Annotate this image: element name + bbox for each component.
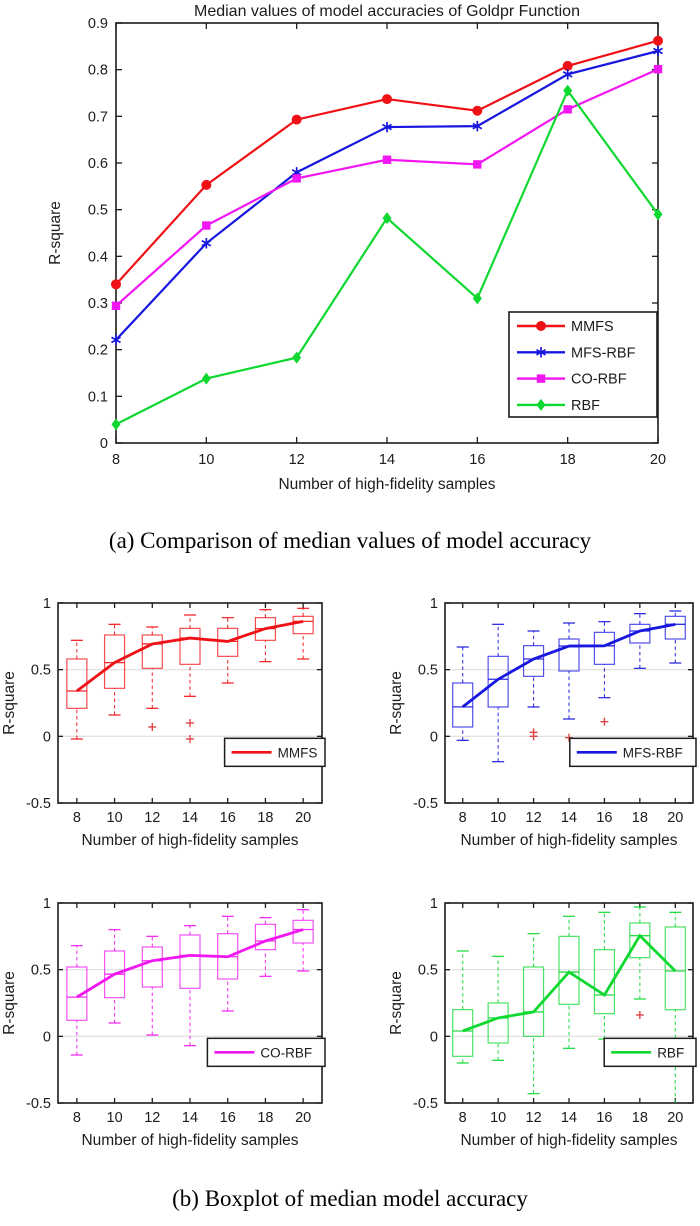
svg-text:1: 1 — [430, 896, 438, 912]
svg-text:-0.5: -0.5 — [26, 1096, 51, 1112]
svg-text:14: 14 — [379, 452, 395, 468]
svg-text:18: 18 — [632, 1110, 648, 1126]
svg-text:0.5: 0.5 — [31, 963, 51, 979]
svg-text:20: 20 — [667, 810, 683, 826]
svg-text:1: 1 — [43, 896, 51, 912]
svg-text:RBF: RBF — [657, 1045, 684, 1060]
boxplot-co-rbf-panel: 8 10 12 14 16 18 20 -0.5 0 0.5 1 Number of high-fid… — [1, 896, 326, 1149]
svg-text:0: 0 — [430, 729, 438, 745]
caption-b: (b) Boxplot of median model accuracy — [172, 1186, 528, 1211]
svg-text:12: 12 — [526, 810, 542, 826]
svg-text:20: 20 — [650, 452, 666, 468]
svg-text:0: 0 — [430, 1029, 438, 1045]
svg-text:8: 8 — [459, 810, 467, 826]
svg-text:0.2: 0.2 — [88, 343, 108, 359]
svg-text:10: 10 — [107, 1110, 123, 1126]
boxplot-mmfs-panel: 8 10 12 14 16 18 20 -0.5 0 0.5 1 Number of high-fid… — [1, 596, 326, 849]
svg-text:Median values of model accurac: Median values of model accuracies of Gol… — [194, 3, 580, 20]
svg-text:0.3: 0.3 — [88, 296, 108, 312]
svg-text:Number of high-fidelity sample: Number of high-fidelity samples — [460, 832, 677, 849]
svg-text:MMFS: MMFS — [571, 319, 614, 335]
svg-text:R-square: R-square — [1, 671, 18, 735]
svg-text:CO-RBF: CO-RBF — [571, 372, 627, 388]
svg-text:12: 12 — [144, 1110, 160, 1126]
median-line-chart: 8 10 12 14 16 18 20 0 0.1 0.2 0.3 0.4 0.5 0.6 0.7 0.8 0.… — [47, 3, 666, 493]
svg-text:0: 0 — [43, 1029, 51, 1045]
svg-text:1: 1 — [430, 596, 438, 612]
svg-text:RBF: RBF — [571, 398, 600, 414]
svg-text:0.5: 0.5 — [418, 663, 438, 679]
svg-text:-0.5: -0.5 — [413, 1096, 438, 1112]
svg-text:0: 0 — [43, 729, 51, 745]
svg-text:16: 16 — [596, 810, 612, 826]
svg-text:MMFS: MMFS — [278, 745, 318, 760]
svg-text:0.5: 0.5 — [418, 963, 438, 979]
svg-text:16: 16 — [469, 452, 485, 468]
svg-text:0.4: 0.4 — [88, 249, 108, 265]
svg-text:10: 10 — [490, 810, 506, 826]
svg-text:12: 12 — [144, 810, 160, 826]
svg-text:16: 16 — [220, 1110, 236, 1126]
svg-text:20: 20 — [667, 1110, 683, 1126]
svg-text:8: 8 — [112, 452, 120, 468]
svg-text:18: 18 — [257, 810, 273, 826]
svg-text:8: 8 — [73, 1110, 81, 1126]
svg-text:16: 16 — [596, 1110, 612, 1126]
svg-text:18: 18 — [560, 452, 576, 468]
svg-text:14: 14 — [561, 1110, 577, 1126]
svg-text:-0.5: -0.5 — [26, 796, 51, 812]
svg-text:8: 8 — [459, 1110, 467, 1126]
svg-text:0.9: 0.9 — [88, 16, 108, 32]
svg-text:Number of high-fidelity sample: Number of high-fidelity samples — [460, 1132, 677, 1149]
svg-text:10: 10 — [107, 810, 123, 826]
svg-text:20: 20 — [295, 810, 311, 826]
svg-text:R-square: R-square — [388, 671, 405, 735]
svg-text:R-square: R-square — [1, 971, 18, 1035]
svg-text:14: 14 — [182, 810, 198, 826]
svg-text:0.6: 0.6 — [88, 156, 108, 172]
svg-text:R-square: R-square — [47, 201, 64, 265]
svg-text:R-square: R-square — [388, 971, 405, 1035]
svg-text:0.1: 0.1 — [88, 389, 108, 405]
svg-text:14: 14 — [182, 1110, 198, 1126]
boxplot-rbf-panel: 8 10 12 14 16 18 20 -0.5 0 0.5 1 Number of high-fid… — [388, 896, 697, 1149]
svg-text:16: 16 — [220, 810, 236, 826]
svg-text:12: 12 — [526, 1110, 542, 1126]
svg-text:1: 1 — [43, 596, 51, 612]
svg-text:10: 10 — [198, 452, 214, 468]
svg-text:8: 8 — [73, 810, 81, 826]
svg-text:Number of high-fidelity sample: Number of high-fidelity samples — [278, 476, 495, 493]
caption-a: (a) Comparison of median values of model… — [108, 528, 592, 553]
svg-text:0.7: 0.7 — [88, 109, 108, 125]
svg-text:0.5: 0.5 — [31, 663, 51, 679]
svg-text:Number of high-fidelity sample: Number of high-fidelity samples — [81, 1132, 298, 1149]
svg-text:CO-RBF: CO-RBF — [260, 1045, 312, 1060]
svg-text:0.8: 0.8 — [88, 63, 108, 79]
svg-text:-0.5: -0.5 — [413, 796, 438, 812]
svg-text:18: 18 — [632, 810, 648, 826]
svg-text:MFS-RBF: MFS-RBF — [571, 345, 636, 361]
svg-text:12: 12 — [289, 452, 305, 468]
svg-text:18: 18 — [257, 1110, 273, 1126]
svg-text:Number of high-fidelity sample: Number of high-fidelity samples — [81, 832, 298, 849]
svg-text:10: 10 — [490, 1110, 506, 1126]
svg-text:MFS-RBF: MFS-RBF — [623, 745, 683, 760]
boxplot-mfs-rbf-panel: 8 10 12 14 16 18 20 -0.5 0 0.5 1 Number of high-fid… — [388, 596, 697, 849]
svg-text:14: 14 — [561, 810, 577, 826]
svg-text:0: 0 — [100, 436, 108, 452]
svg-text:20: 20 — [295, 1110, 311, 1126]
svg-text:0.5: 0.5 — [88, 203, 108, 219]
